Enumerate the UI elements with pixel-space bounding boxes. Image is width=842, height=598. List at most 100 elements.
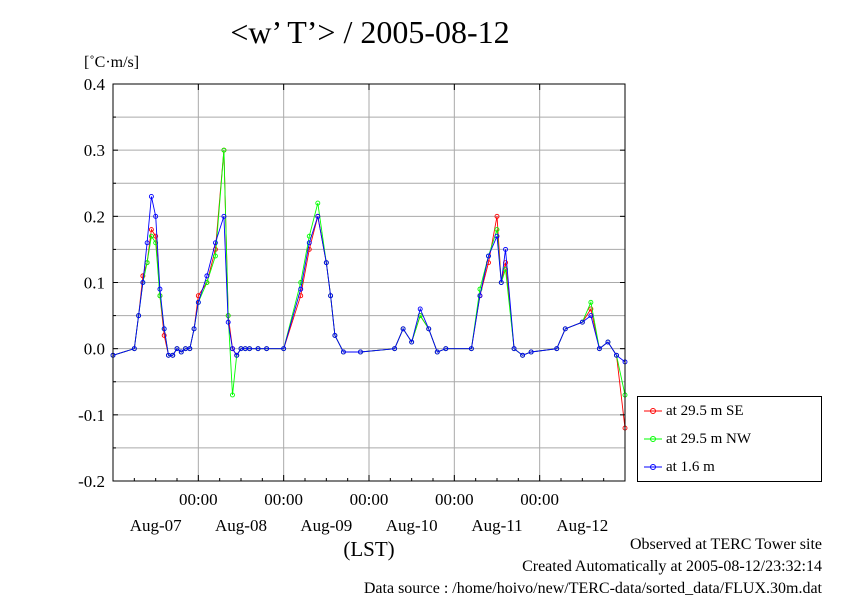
y-tick-label: -0.1 (78, 406, 105, 425)
legend: at 29.5 m SE at 29.5 m NW at 1.6 m (637, 396, 822, 482)
legend-item-se: at 29.5 m SE (644, 401, 744, 421)
x-time-label: 00:00 (520, 490, 559, 509)
data-point (148, 233, 154, 239)
data-point (281, 346, 287, 352)
x-time-label: 00:00 (350, 490, 389, 509)
data-point (400, 326, 406, 332)
data-point (498, 280, 504, 285)
series-line (112, 196, 626, 363)
data-point (221, 147, 227, 153)
y-tick-label: 0.3 (84, 141, 105, 160)
data-point (170, 352, 176, 358)
data-point (191, 326, 197, 332)
data-point (358, 349, 363, 355)
data-point (323, 260, 329, 266)
x-date-label: Aug-12 (556, 516, 608, 535)
data-point (562, 326, 568, 332)
data-point (554, 346, 560, 352)
data-point (157, 286, 163, 292)
y-axis-unit-label: [˚C·m/s] (84, 54, 140, 71)
x-date-label: Aug-07 (130, 516, 182, 535)
y-tick-label: 0.2 (84, 207, 105, 226)
y-tick-label: 0.0 (84, 340, 105, 359)
legend-label-se: at 29.5 m SE (666, 402, 744, 419)
data-point (434, 349, 440, 355)
data-point (247, 346, 252, 352)
legend-label-nw: at 29.5 m NW (666, 430, 751, 447)
data-point (230, 392, 235, 398)
data-point (204, 273, 210, 279)
y-tick-label: 0.4 (84, 75, 106, 94)
data-point (230, 346, 235, 352)
credit-site: Observed at TERC Tower site (629, 536, 822, 553)
legend-swatch-se (644, 408, 662, 414)
data-point (161, 326, 167, 332)
data-point (520, 352, 526, 358)
data-point (588, 313, 594, 319)
x-date-label: Aug-08 (215, 516, 267, 535)
data-point (494, 227, 500, 233)
legend-swatch-1-6m (644, 464, 662, 470)
data-point (614, 352, 619, 358)
data-point (153, 213, 159, 219)
data-point (596, 346, 602, 352)
data-point (409, 339, 415, 345)
legend-item-1-6m: at 1.6 m (644, 457, 715, 477)
x-time-label: 00:00 (179, 490, 218, 509)
x-date-label: Aug-11 (471, 516, 522, 535)
data-point (148, 227, 154, 233)
data-point (161, 332, 167, 338)
x-date-label: Aug-10 (386, 516, 438, 535)
legend-label-1-6m: at 1.6 m (666, 458, 715, 475)
data-point (468, 346, 474, 352)
data-point (588, 306, 594, 312)
data-point (477, 286, 483, 292)
chart-title: <w’ T’> / 2005-08-12 (230, 14, 510, 50)
data-point (178, 349, 184, 355)
credit-data-source: Data source : /home/hoivo/new/TERC-data/… (363, 580, 822, 597)
data-point (148, 194, 154, 199)
data-point (140, 280, 146, 285)
credit-created: Created Automatically at 2005-08-12/23:3… (522, 558, 822, 575)
data-point (136, 313, 142, 319)
data-point (392, 346, 398, 352)
data-point (511, 346, 517, 352)
data-point (174, 346, 180, 352)
y-tick-label: 0.1 (84, 274, 105, 293)
data-point (212, 253, 218, 259)
legend-swatch-nw (644, 436, 662, 442)
data-point (140, 273, 146, 279)
data-point (494, 233, 500, 239)
x-date-label: Aug-09 (300, 516, 352, 535)
data-point (144, 240, 150, 246)
data-point (264, 346, 270, 352)
data-point (486, 253, 491, 259)
legend-item-nw: at 29.5 m NW (644, 429, 751, 449)
data-point (328, 293, 334, 299)
data-point (306, 240, 312, 246)
data-point (212, 240, 218, 246)
data-point (315, 200, 321, 206)
data-point (443, 346, 449, 352)
data-point (187, 346, 193, 352)
data-point (157, 293, 163, 299)
data-point (503, 246, 508, 252)
y-tick-label: -0.2 (78, 472, 105, 491)
data-point (221, 213, 227, 219)
data-point (494, 213, 500, 219)
data-point (332, 332, 338, 338)
data-point (426, 326, 432, 332)
x-time-label: 00:00 (435, 490, 474, 509)
data-point (195, 299, 201, 305)
data-point (255, 346, 261, 352)
data-point (131, 346, 137, 352)
data-point (298, 280, 304, 285)
data-point (477, 293, 483, 299)
data-point (298, 286, 304, 292)
data-point (417, 306, 423, 312)
data-point (605, 339, 611, 345)
data-point (340, 349, 346, 355)
data-point (528, 349, 534, 355)
x-time-label: 00:00 (264, 490, 303, 509)
